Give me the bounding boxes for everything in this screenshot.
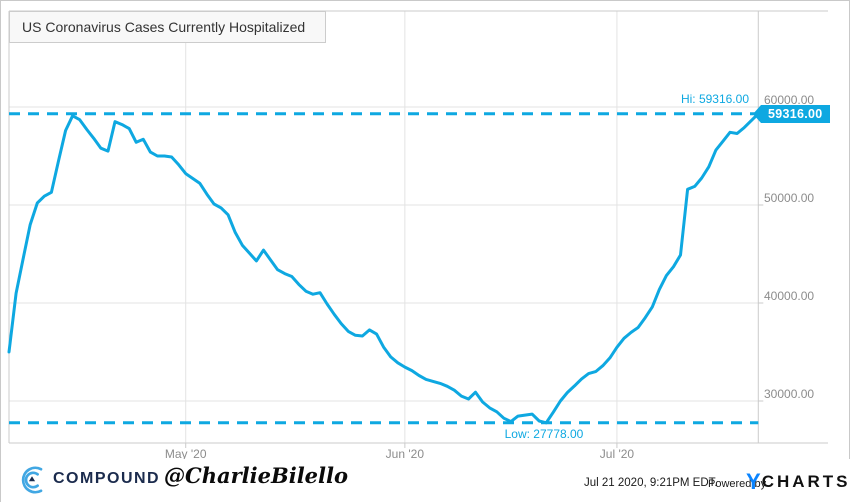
twitter-handle: @CharlieBilello [164,463,348,488]
y-axis-label: 30000.00 [764,387,815,401]
powered-by-text: Powered by [708,478,767,490]
ycharts-y-glyph: Y [746,469,762,494]
ycharts-logo: YCHARTS [746,469,850,495]
compound-brand-text: COMPOUND [53,470,161,487]
x-axis-label: Jun '20 [385,447,424,461]
hospitalizations-line-chart [7,10,828,448]
y-axis-label: 60000.00 [764,93,815,107]
y-axis-label: 50000.00 [764,191,815,205]
chart-title: US Coronavirus Cases Currently Hospitali… [9,11,327,43]
data-series-line [7,112,760,425]
x-axis-label: May '20 [164,447,207,461]
footer: COMPOUND @CharlieBilello Jul 21 2020, 9:… [1,459,850,503]
y-axis-label: 40000.00 [764,289,815,303]
ycharts-wordmark: CHARTS [761,472,850,491]
chart-timestamp: Jul 21 2020, 9:21PM EDT. [584,477,718,489]
low-annotation: Low: 27778.00 [504,426,584,441]
compound-logo-icon [21,466,43,494]
hi-annotation: Hi: 59316.00 [680,91,749,106]
x-axis-label: Jul '20 [599,447,635,461]
last-value-tag: 59316.00 [753,104,830,123]
